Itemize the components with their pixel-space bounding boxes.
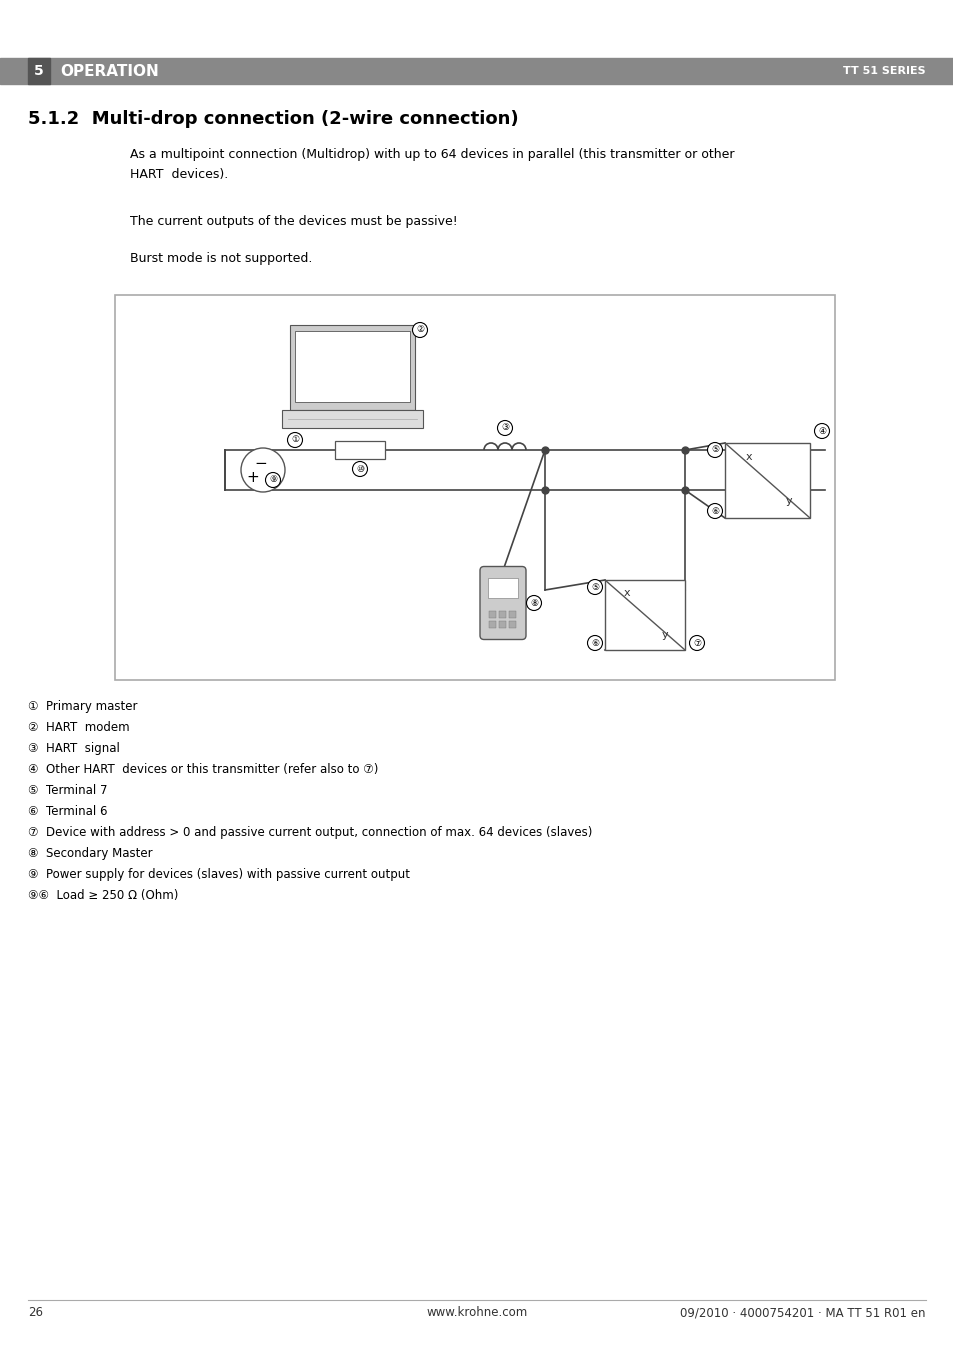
Text: 09/2010 · 4000754201 · MA TT 51 R01 en: 09/2010 · 4000754201 · MA TT 51 R01 en xyxy=(679,1306,925,1319)
Circle shape xyxy=(352,462,367,477)
Text: ⑥: ⑥ xyxy=(710,507,719,516)
Circle shape xyxy=(689,635,703,650)
Bar xyxy=(28,58,50,84)
FancyBboxPatch shape xyxy=(479,566,525,639)
Circle shape xyxy=(814,423,828,439)
Bar xyxy=(0,58,953,84)
Text: ⑥  Terminal 6: ⑥ Terminal 6 xyxy=(28,805,108,817)
Text: x: x xyxy=(623,588,630,597)
Text: ②  HART  modem: ② HART modem xyxy=(28,721,130,734)
Circle shape xyxy=(587,580,602,594)
Text: x: x xyxy=(744,451,751,462)
Bar xyxy=(604,580,684,650)
Text: Burst mode is not supported.: Burst mode is not supported. xyxy=(130,253,312,265)
Circle shape xyxy=(412,323,427,338)
Bar xyxy=(509,620,516,627)
Bar xyxy=(335,440,385,459)
Circle shape xyxy=(287,432,302,447)
Text: ⑨  Power supply for devices (slaves) with passive current output: ⑨ Power supply for devices (slaves) with… xyxy=(28,867,410,881)
Circle shape xyxy=(241,449,285,492)
Circle shape xyxy=(587,635,602,650)
Text: ①  Primary master: ① Primary master xyxy=(28,700,137,713)
Text: ③  HART  signal: ③ HART signal xyxy=(28,742,120,755)
Text: y: y xyxy=(661,630,668,639)
Text: ⑧: ⑧ xyxy=(529,598,537,608)
Text: 26: 26 xyxy=(28,1306,43,1319)
Bar xyxy=(724,443,809,517)
Text: TT 51 SERIES: TT 51 SERIES xyxy=(842,66,925,76)
Text: ①: ① xyxy=(291,435,298,444)
Text: ④: ④ xyxy=(817,427,825,435)
Bar xyxy=(489,620,496,627)
Bar xyxy=(509,611,516,617)
Text: ⑦: ⑦ xyxy=(692,639,700,647)
Circle shape xyxy=(265,473,280,488)
Text: y: y xyxy=(784,497,791,507)
Bar xyxy=(488,578,517,598)
Bar xyxy=(282,409,422,428)
Text: As a multipoint connection (Multidrop) with up to 64 devices in parallel (this t: As a multipoint connection (Multidrop) w… xyxy=(130,149,734,181)
Bar xyxy=(498,611,505,617)
Text: ⑧  Secondary Master: ⑧ Secondary Master xyxy=(28,847,152,861)
Text: ⑤  Terminal 7: ⑤ Terminal 7 xyxy=(28,784,108,797)
Text: ⑨⑥  Load ≥ 250 Ω (Ohm): ⑨⑥ Load ≥ 250 Ω (Ohm) xyxy=(28,889,178,902)
Text: 5.1.2  Multi-drop connection (2-wire connection): 5.1.2 Multi-drop connection (2-wire conn… xyxy=(28,109,518,128)
Text: ③: ③ xyxy=(500,423,509,432)
Text: The current outputs of the devices must be passive!: The current outputs of the devices must … xyxy=(130,215,457,228)
Text: ⑤: ⑤ xyxy=(590,582,598,592)
Text: −: − xyxy=(254,455,267,470)
Text: 5: 5 xyxy=(34,63,44,78)
Text: ⑨: ⑨ xyxy=(269,476,276,485)
Text: ④  Other HART  devices or this transmitter (refer also to ⑦): ④ Other HART devices or this transmitter… xyxy=(28,763,378,775)
Text: ⑤: ⑤ xyxy=(710,446,719,454)
Bar xyxy=(489,611,496,617)
Text: ⑦  Device with address > 0 and passive current output, connection of max. 64 dev: ⑦ Device with address > 0 and passive cu… xyxy=(28,825,592,839)
Text: +: + xyxy=(247,470,259,485)
Circle shape xyxy=(707,443,721,458)
Text: ⑥: ⑥ xyxy=(590,639,598,647)
Circle shape xyxy=(526,596,541,611)
Circle shape xyxy=(497,420,512,435)
Bar xyxy=(290,326,415,409)
Text: OPERATION: OPERATION xyxy=(60,63,158,78)
Text: ②: ② xyxy=(416,326,424,335)
Circle shape xyxy=(707,504,721,519)
Text: www.krohne.com: www.krohne.com xyxy=(426,1306,527,1319)
Bar xyxy=(498,620,505,627)
Bar xyxy=(115,295,834,680)
Text: ⑩: ⑩ xyxy=(355,465,364,473)
Bar xyxy=(294,331,410,403)
